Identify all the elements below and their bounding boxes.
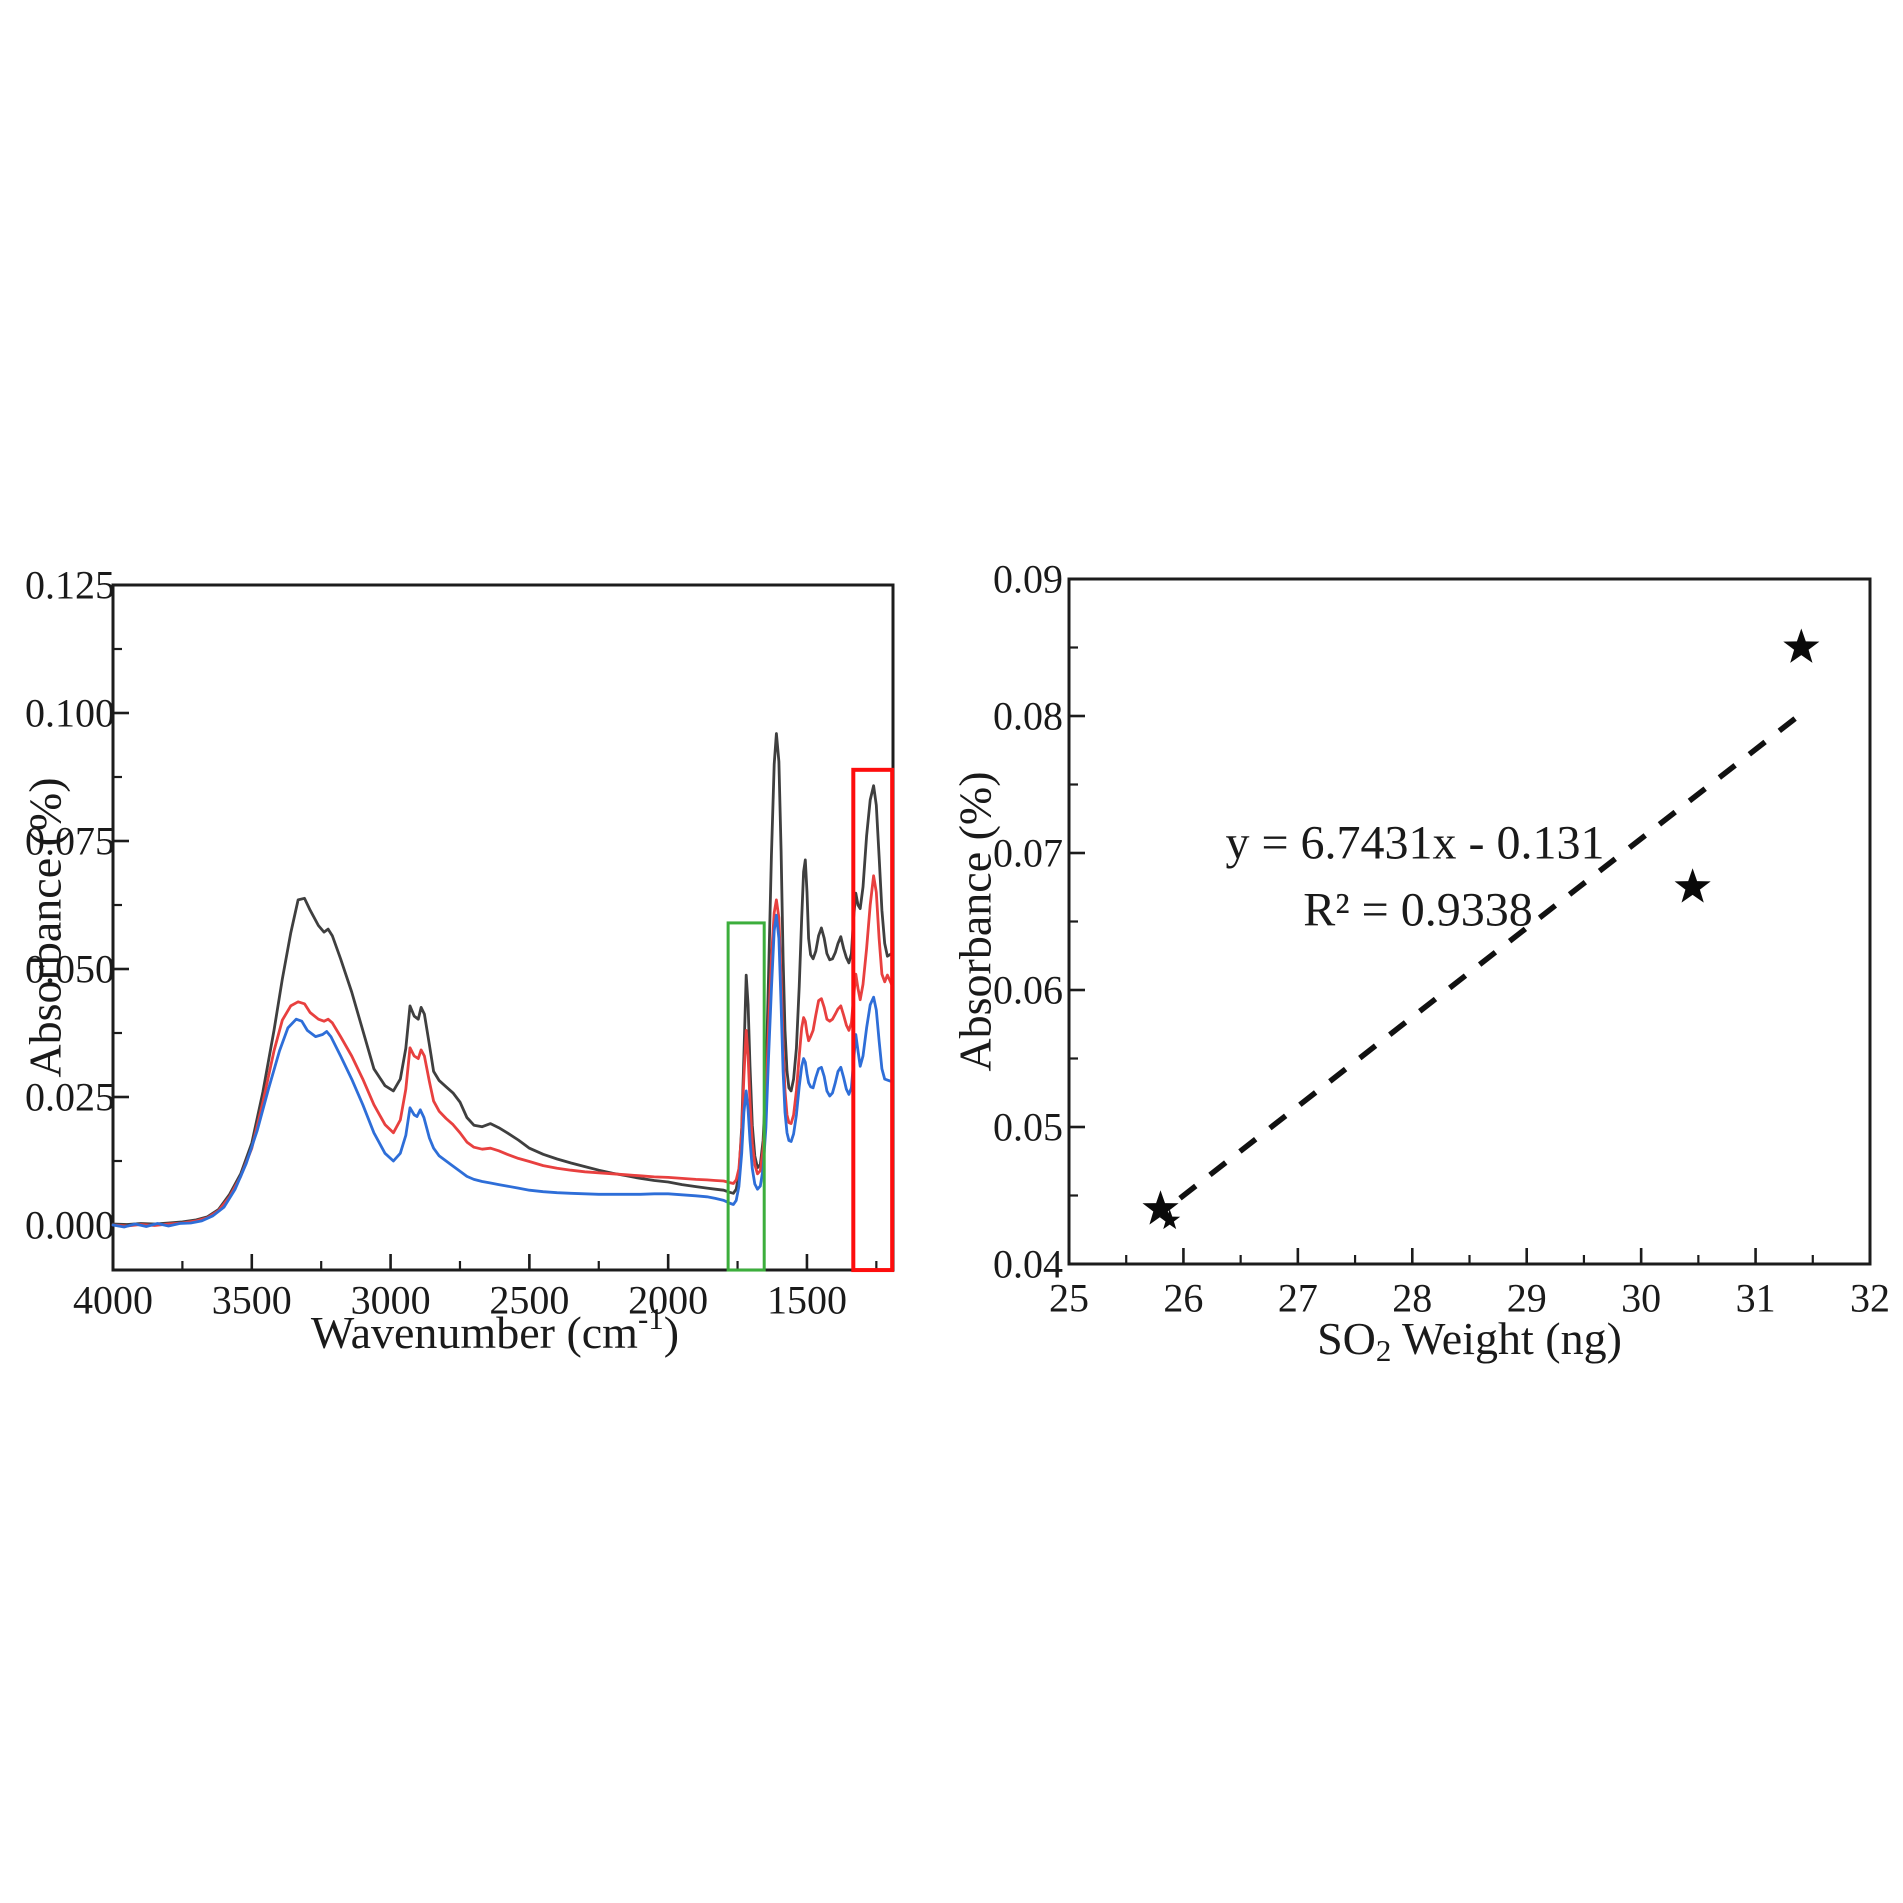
- right-chart-calibration: 25 26 27 28 29 30 31 32 0.04 0.05 0.06 0.07 0.08 0.09…: [950, 557, 1891, 1368]
- left-y-axis-title: Absorbance (%): [20, 777, 71, 1077]
- left-y-tick-label: 0.075: [25, 819, 115, 864]
- curve-black-spectrum: [111, 732, 893, 1226]
- right-y-tick-label: 0.08: [993, 694, 1063, 739]
- right-y-tick-label: 0.09: [993, 557, 1063, 602]
- left-y-tick-label: 0.025: [25, 1075, 115, 1120]
- left-chart-ftir: 4000 3500 3000 2500 2000 1500 0.000 0.025 0.050 0…: [20, 563, 895, 1358]
- right-y-tick-label: 0.05: [993, 1105, 1063, 1150]
- data-point-star: [1142, 1190, 1179, 1225]
- left-y-tick-label: 0.000: [25, 1203, 115, 1248]
- right-y-axis-title: Absorbance (%): [950, 771, 1001, 1071]
- left-x-tick-label: 2000: [628, 1278, 708, 1323]
- right-x-tick-label: 31: [1736, 1276, 1776, 1321]
- right-x-tick-label: 32: [1850, 1276, 1890, 1321]
- curve-red-spectrum: [111, 874, 893, 1228]
- right-x-tick-label: 30: [1621, 1276, 1661, 1321]
- left-x-tick-label: 3000: [351, 1278, 431, 1323]
- left-x-tick-label: 4000: [73, 1278, 153, 1323]
- right-y-tick-label: 0.06: [993, 968, 1063, 1013]
- right-x-tick-label: 27: [1278, 1276, 1318, 1321]
- left-y-tick-label: 0.125: [25, 563, 115, 608]
- left-x-tick-label: 3500: [212, 1278, 292, 1323]
- data-point-star: [1674, 868, 1711, 903]
- red-highlight-box: [851, 767, 895, 1273]
- left-y-tick-label: 0.050: [25, 947, 115, 992]
- right-x-tick-label: 28: [1392, 1276, 1432, 1321]
- equation-text: y = 6.7431x - 0.131: [1225, 817, 1604, 870]
- right-x-tick-label: 25: [1049, 1276, 1089, 1321]
- data-point-star: [1783, 628, 1820, 663]
- green-highlight-box: [726, 921, 766, 1272]
- curve-blue-spectrum: [111, 913, 893, 1229]
- left-x-tick-label: 1500: [767, 1278, 847, 1323]
- trendline-dashed: [1178, 709, 1806, 1201]
- left-x-axis-title: Wavenumber (cm-1): [311, 1301, 679, 1358]
- right-x-axis-title: SO2 Weight (ng): [1317, 1313, 1622, 1368]
- right-x-tick-label: 29: [1507, 1276, 1547, 1321]
- r-squared-text: R² = 0.9338: [1303, 884, 1532, 937]
- right-x-tick-label: 26: [1163, 1276, 1203, 1321]
- left-x-tick-label: 2500: [489, 1278, 569, 1323]
- right-y-tick-label: 0.04: [993, 1242, 1063, 1287]
- left-y-tick-label: 0.100: [25, 691, 115, 736]
- right-y-tick-label: 0.07: [993, 831, 1063, 876]
